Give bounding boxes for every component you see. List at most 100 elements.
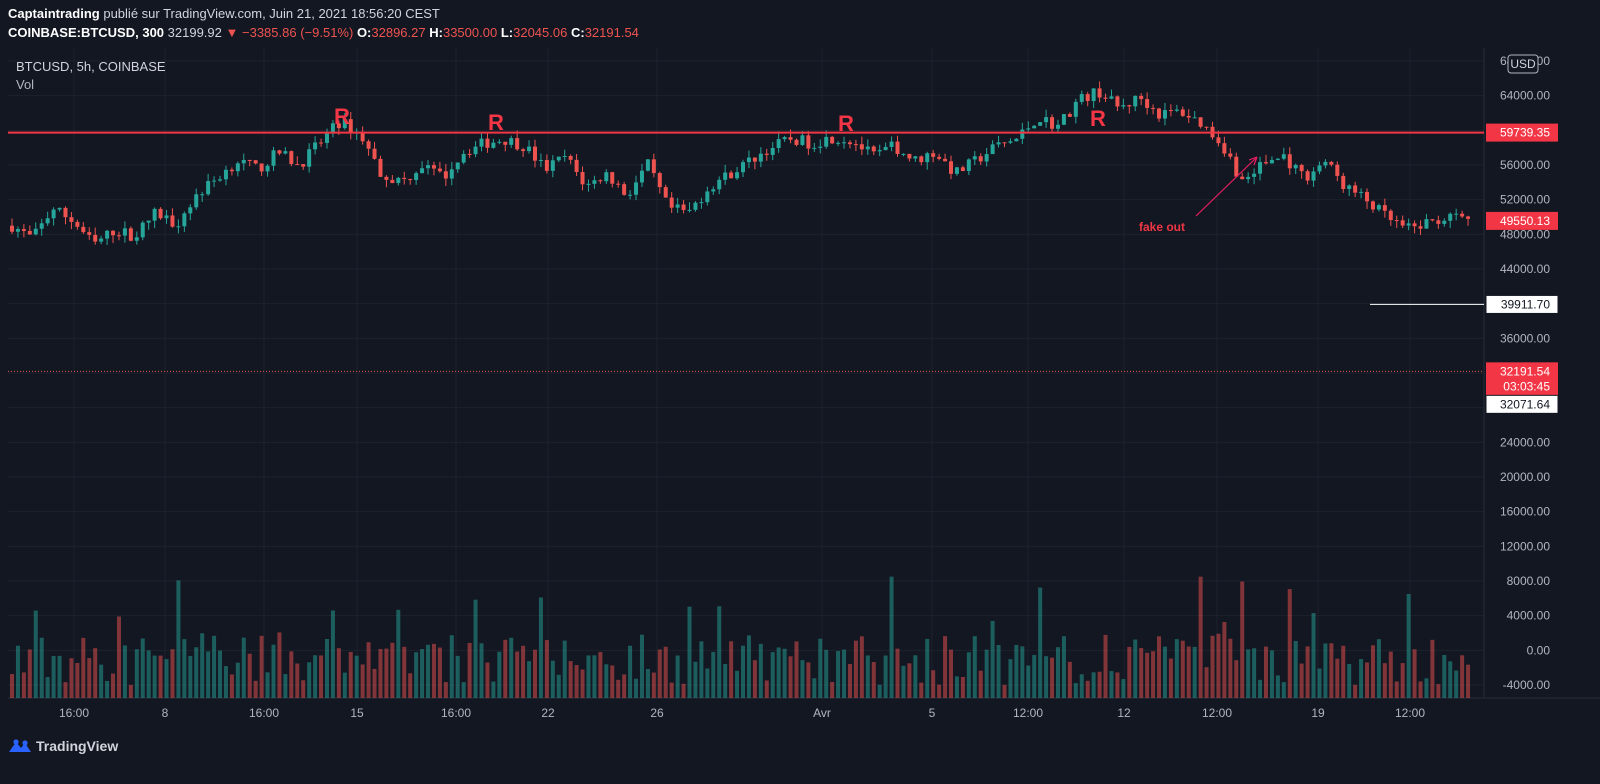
candle-body: [1269, 159, 1274, 164]
candle-body: [176, 226, 181, 228]
candle-body: [1127, 105, 1132, 107]
candle-body: [610, 172, 615, 184]
candle-body: [277, 150, 282, 154]
candle-body: [235, 163, 240, 172]
volume-bar: [134, 649, 139, 698]
x-tick-label: 12:00: [1013, 706, 1043, 720]
candle-body: [188, 207, 193, 214]
fake-out-arrow-head: [1248, 156, 1258, 166]
volume-bar: [1091, 672, 1096, 698]
candle-body: [853, 144, 858, 146]
candle-body: [467, 153, 472, 155]
resistance-price-tag: [1486, 123, 1558, 142]
volume-bar: [241, 637, 246, 698]
volume-bar: [1359, 659, 1364, 698]
volume-bar: [390, 642, 395, 698]
candle-body: [972, 156, 977, 160]
candle-body: [1442, 220, 1447, 224]
candle-body: [1067, 114, 1072, 117]
volume-bar: [1353, 684, 1358, 698]
volume-bar: [1103, 634, 1108, 698]
candle-body: [687, 209, 692, 211]
candle-body: [111, 230, 116, 236]
volume-bar: [1424, 678, 1429, 698]
volume-bar: [277, 632, 282, 698]
symbol-full: COINBASE:BTCUSD, 300: [8, 25, 165, 40]
volume-bar: [360, 664, 365, 698]
fake-out-arrow: [1195, 156, 1258, 217]
volume-bar: [1008, 659, 1013, 698]
low-marker-tag: [1485, 394, 1559, 414]
candle-body: [836, 142, 841, 144]
candle-body: [705, 191, 710, 203]
volume-bar: [556, 674, 561, 698]
candle-body: [1299, 164, 1304, 172]
volume-bar: [128, 684, 133, 698]
resistance-annotation: R: [488, 110, 504, 135]
volume-bar: [10, 674, 14, 698]
candle-body: [116, 235, 121, 237]
candle-body: [1394, 220, 1399, 222]
volume-bar: [723, 663, 728, 698]
candle-body: [634, 182, 639, 195]
candle-body: [556, 156, 561, 161]
candle-body: [271, 150, 276, 166]
volume-bar: [431, 643, 436, 698]
candle-body: [122, 228, 127, 236]
candlestick-chart[interactable]: 16:00 8 16:00 15 16:00 22 26 Avr 5 12:00 12 12:00 19…: [0, 0, 1600, 730]
candle-body: [265, 165, 270, 172]
volume-bar: [1044, 656, 1049, 698]
volume-bar: [1400, 663, 1405, 698]
volume-bar: [295, 663, 300, 698]
y-tick-label: 4000.00: [1507, 609, 1551, 623]
volume-bar: [699, 641, 704, 698]
candle-body: [1388, 210, 1393, 221]
volume-bar: [467, 642, 472, 698]
candle-body: [883, 146, 888, 151]
volume-bar: [1269, 650, 1274, 698]
candle-body: [693, 202, 698, 210]
volume-bar: [1032, 654, 1037, 698]
candle-body: [360, 131, 365, 142]
volume-bar: [1406, 594, 1411, 698]
candle-body: [776, 139, 781, 149]
candle-body: [390, 179, 395, 184]
volume-bar: [330, 610, 335, 698]
volume-bar: [1157, 636, 1162, 698]
high-label: H:: [429, 25, 443, 40]
candle-body: [895, 141, 900, 154]
volume-bar: [806, 662, 811, 698]
volume-bar: [408, 673, 413, 698]
volume-bar: [212, 635, 217, 698]
candle-body: [1406, 223, 1411, 226]
candle-body: [865, 146, 870, 150]
x-tick-label: Avr: [813, 706, 831, 720]
volume-bar: [1133, 639, 1138, 698]
candle-body: [283, 151, 288, 154]
candle-body: [806, 135, 811, 149]
candle-body: [1091, 88, 1096, 102]
volume-bar: [919, 682, 924, 698]
volume-bar: [491, 681, 496, 698]
volume-bar: [1454, 670, 1459, 698]
candle-body: [1287, 154, 1292, 169]
candle-body: [1323, 161, 1328, 166]
candle-body: [913, 156, 918, 159]
volume-bar: [1329, 643, 1334, 698]
volume-bar: [949, 649, 954, 698]
candle-body: [568, 156, 573, 160]
candle-body: [497, 141, 502, 143]
volume-bar: [877, 684, 882, 698]
volume-bar: [1246, 649, 1251, 698]
tradingview-brand[interactable]: TradingView: [8, 738, 118, 754]
candle-body: [313, 142, 318, 150]
author-name[interactable]: Captaintrading: [8, 6, 100, 21]
volume-bar: [1026, 665, 1031, 698]
candle-body: [532, 146, 537, 161]
y-tick-label: 44000.00: [1500, 262, 1550, 276]
candle-body: [307, 149, 312, 167]
volume-bar: [1317, 668, 1322, 698]
volume-bar: [283, 674, 288, 698]
volume-bar: [598, 652, 603, 698]
candle-body: [378, 158, 383, 177]
